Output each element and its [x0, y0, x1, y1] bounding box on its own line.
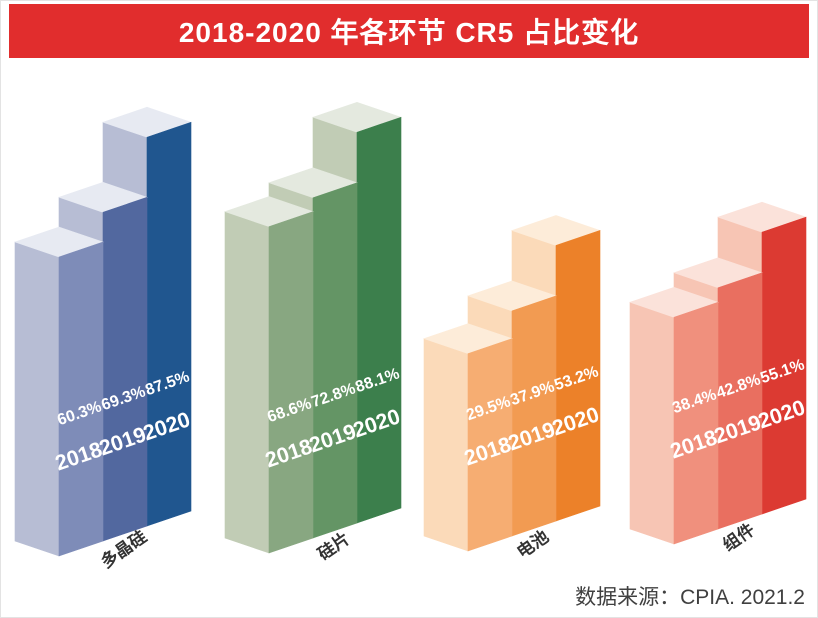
bar-chart: 60.3% 2018 69.3% 2019 87.5% 2020 多晶硅 68.6% 2018 7… — [1, 61, 817, 581]
chart-title: 2018-2020 年各环节 CR5 占比变化 — [178, 17, 640, 48]
data-source-caption: 数据来源：CPIA. 2021.2 — [575, 586, 805, 609]
bar-left-face-2018 — [629, 301, 675, 545]
bar-face-2018 — [467, 338, 513, 552]
bar-left-face-2018 — [423, 338, 469, 552]
bar-face-2019 — [102, 196, 148, 542]
bar-face-2018 — [673, 301, 719, 545]
bar-face-2020 — [146, 121, 192, 527]
bar-face-2019 — [312, 182, 358, 539]
bar-face-2019 — [717, 272, 763, 530]
title-banner: 2018-2020 年各环节 CR5 占比变化 — [9, 4, 809, 58]
bar-left-face-2018 — [224, 211, 270, 554]
bar-face-2019 — [511, 295, 557, 537]
bar-left-face-2018 — [14, 241, 60, 557]
bar-face-2018 — [58, 241, 104, 557]
bar-face-2018 — [268, 211, 314, 554]
bar-face-2020 — [356, 116, 402, 524]
